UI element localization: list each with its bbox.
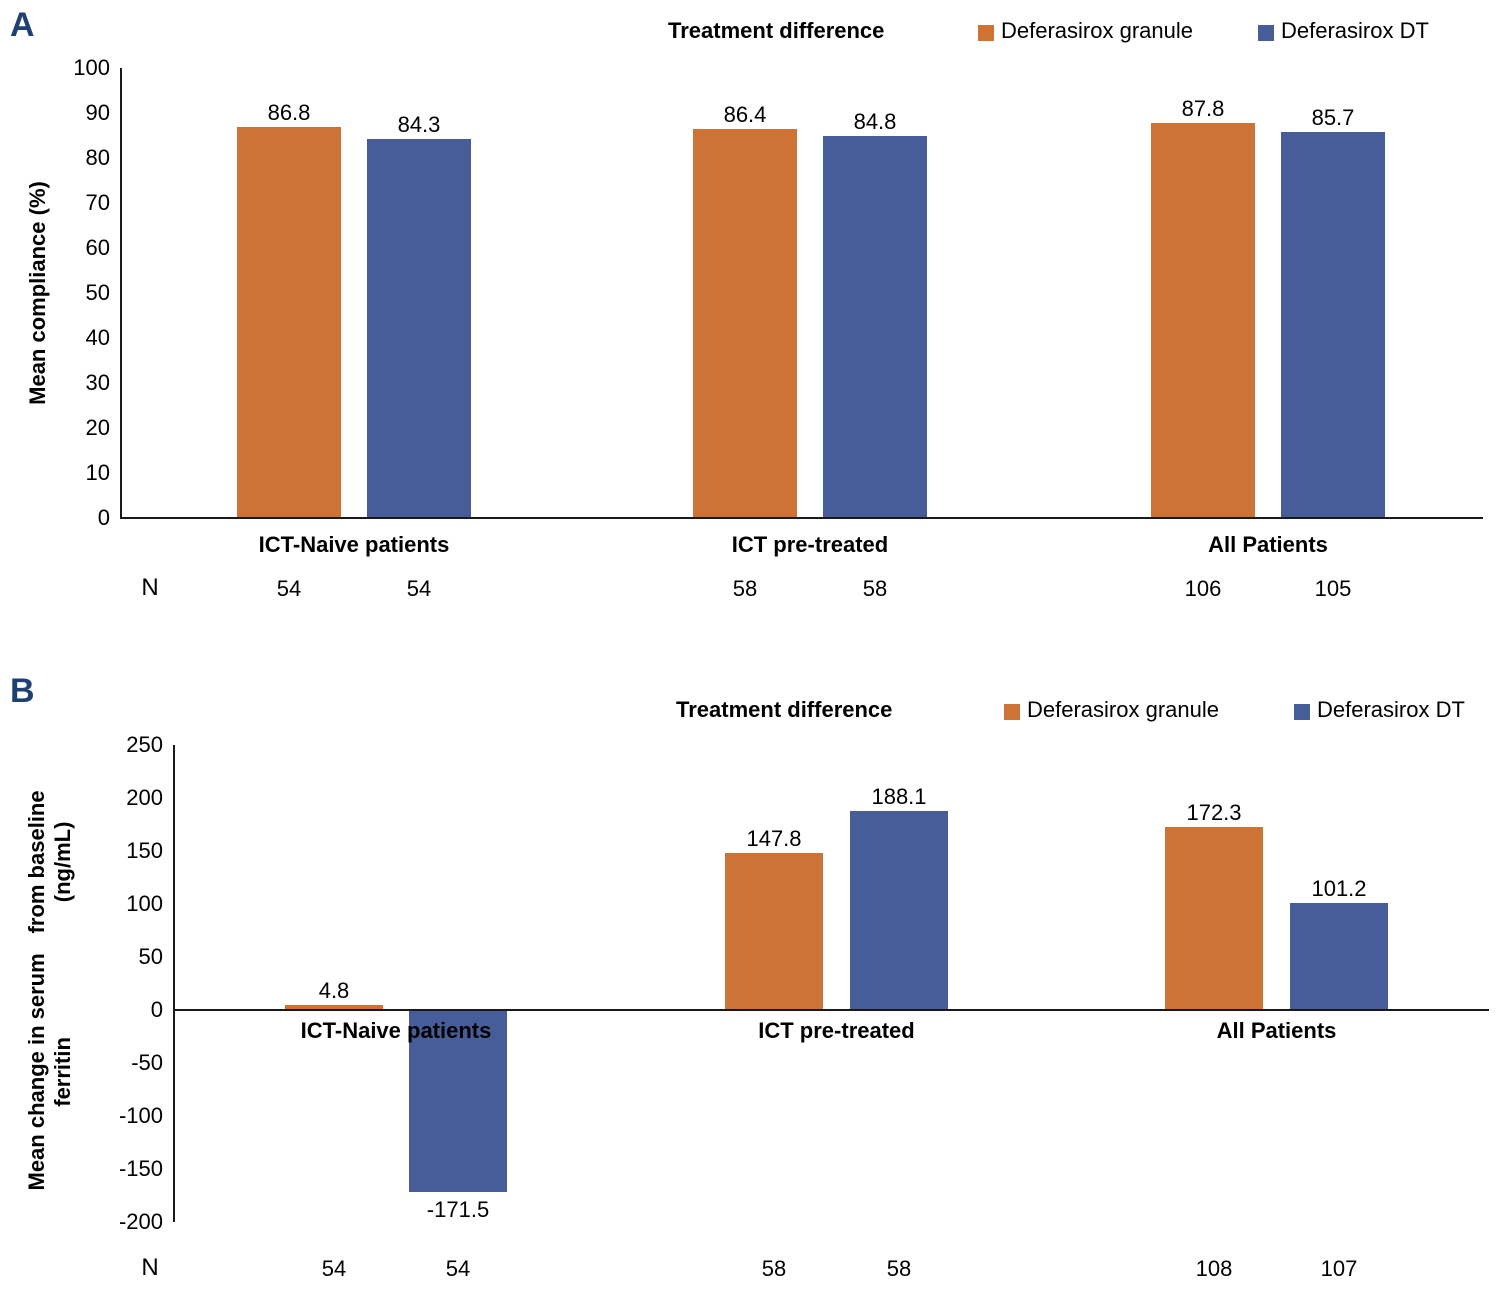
category-label: ICT pre-treated xyxy=(731,532,889,557)
bar-value-label: 172.3 xyxy=(1186,800,1242,826)
n-value: 58 xyxy=(761,1256,787,1281)
legend-swatch-deferasirox-dt-icon xyxy=(1294,704,1310,720)
bar-value-label: 85.7 xyxy=(1311,105,1355,131)
legend-item-label: Deferasirox granule xyxy=(1001,18,1193,43)
n-value: 54 xyxy=(321,1256,347,1281)
n-value: 58 xyxy=(732,576,758,601)
bar-value-label: 84.8 xyxy=(853,109,897,135)
y-tick-label: 100 xyxy=(73,55,110,80)
y-tick-label: 0 xyxy=(150,997,163,1022)
n-value: 106 xyxy=(1184,576,1222,601)
y-tick-label: -200 xyxy=(118,1209,163,1234)
bar xyxy=(693,129,797,518)
n-value: 58 xyxy=(862,576,888,601)
n-value: 107 xyxy=(1320,1256,1358,1281)
bar xyxy=(1290,902,1388,1010)
bar xyxy=(285,1004,383,1010)
n-row-label: N xyxy=(141,574,159,601)
y-tick-label: -150 xyxy=(118,1156,163,1181)
legend-item-label: Deferasirox granule xyxy=(1027,697,1219,722)
y-tick-label: 30 xyxy=(85,370,110,395)
y-axis-title: Mean change in serum ferritin from baseli… xyxy=(23,790,75,1191)
bar xyxy=(409,1010,507,1192)
y-tick-label: 0 xyxy=(97,505,110,530)
legend-item-label: Deferasirox DT xyxy=(1317,697,1465,722)
y-tick-label: 250 xyxy=(126,732,163,757)
category-label: ICT-Naive patients xyxy=(258,532,450,557)
y-tick-label: -50 xyxy=(131,1050,163,1075)
y-tick-label: 150 xyxy=(126,838,163,863)
bar xyxy=(1165,827,1263,1010)
panel-b-label: B xyxy=(10,672,35,710)
category-label: ICT-Naive patients xyxy=(300,1018,492,1043)
y-tick-label: 90 xyxy=(85,100,110,125)
panel-a-label: A xyxy=(10,6,35,44)
category-label: All Patients xyxy=(1216,1018,1337,1043)
bar-value-label: 86.4 xyxy=(723,102,767,128)
n-value: 54 xyxy=(445,1256,471,1281)
y-tick-label: 50 xyxy=(85,280,110,305)
legend-swatch-deferasirox-dt-icon xyxy=(1258,25,1274,41)
bar-value-label: 86.8 xyxy=(267,100,311,126)
legend-title: Treatment difference xyxy=(668,18,885,43)
y-tick-label: 40 xyxy=(85,325,110,350)
bar-value-label: 4.8 xyxy=(318,977,350,1003)
bar-value-label: -171.5 xyxy=(426,1196,490,1222)
bar xyxy=(850,810,948,1010)
legend-item-label: Deferasirox DT xyxy=(1281,18,1429,43)
y-tick-label: 100 xyxy=(126,891,163,916)
n-value: 54 xyxy=(406,576,432,601)
y-tick-label: 20 xyxy=(85,415,110,440)
n-row-label: N xyxy=(141,1254,159,1281)
n-value: 58 xyxy=(886,1256,912,1281)
bar xyxy=(725,853,823,1010)
category-label: All Patients xyxy=(1208,532,1328,557)
y-tick-label: 200 xyxy=(126,785,163,810)
y-axis-line xyxy=(120,68,122,518)
y-tick-label: 50 xyxy=(138,944,163,969)
legend-swatch-deferasirox-granule-icon xyxy=(1004,704,1020,720)
n-value: 105 xyxy=(1314,576,1352,601)
x-axis-line xyxy=(120,517,1483,519)
bar xyxy=(1151,122,1255,518)
bar-value-label: 101.2 xyxy=(1311,875,1367,901)
legend-swatch-deferasirox-granule-icon xyxy=(978,25,994,41)
bar xyxy=(237,127,341,518)
y-tick-label: 10 xyxy=(85,460,110,485)
bar-value-label: 84.3 xyxy=(397,111,441,137)
legend-title: Treatment difference xyxy=(676,697,893,722)
y-tick-label: 80 xyxy=(85,145,110,170)
bar xyxy=(367,138,471,518)
category-label: ICT pre-treated xyxy=(758,1018,915,1043)
bar xyxy=(1281,132,1385,518)
bar-value-label: 147.8 xyxy=(746,826,802,852)
bar xyxy=(823,136,927,518)
bar-value-label: 188.1 xyxy=(871,783,927,809)
n-value: 54 xyxy=(276,576,302,601)
y-axis-line xyxy=(173,745,175,1222)
x-axis-line xyxy=(173,1009,1489,1011)
bar-value-label: 87.8 xyxy=(1181,95,1225,121)
y-tick-label: 70 xyxy=(85,190,110,215)
y-tick-label: 60 xyxy=(85,235,110,260)
n-value: 108 xyxy=(1195,1256,1233,1281)
y-tick-label: -100 xyxy=(118,1103,163,1128)
